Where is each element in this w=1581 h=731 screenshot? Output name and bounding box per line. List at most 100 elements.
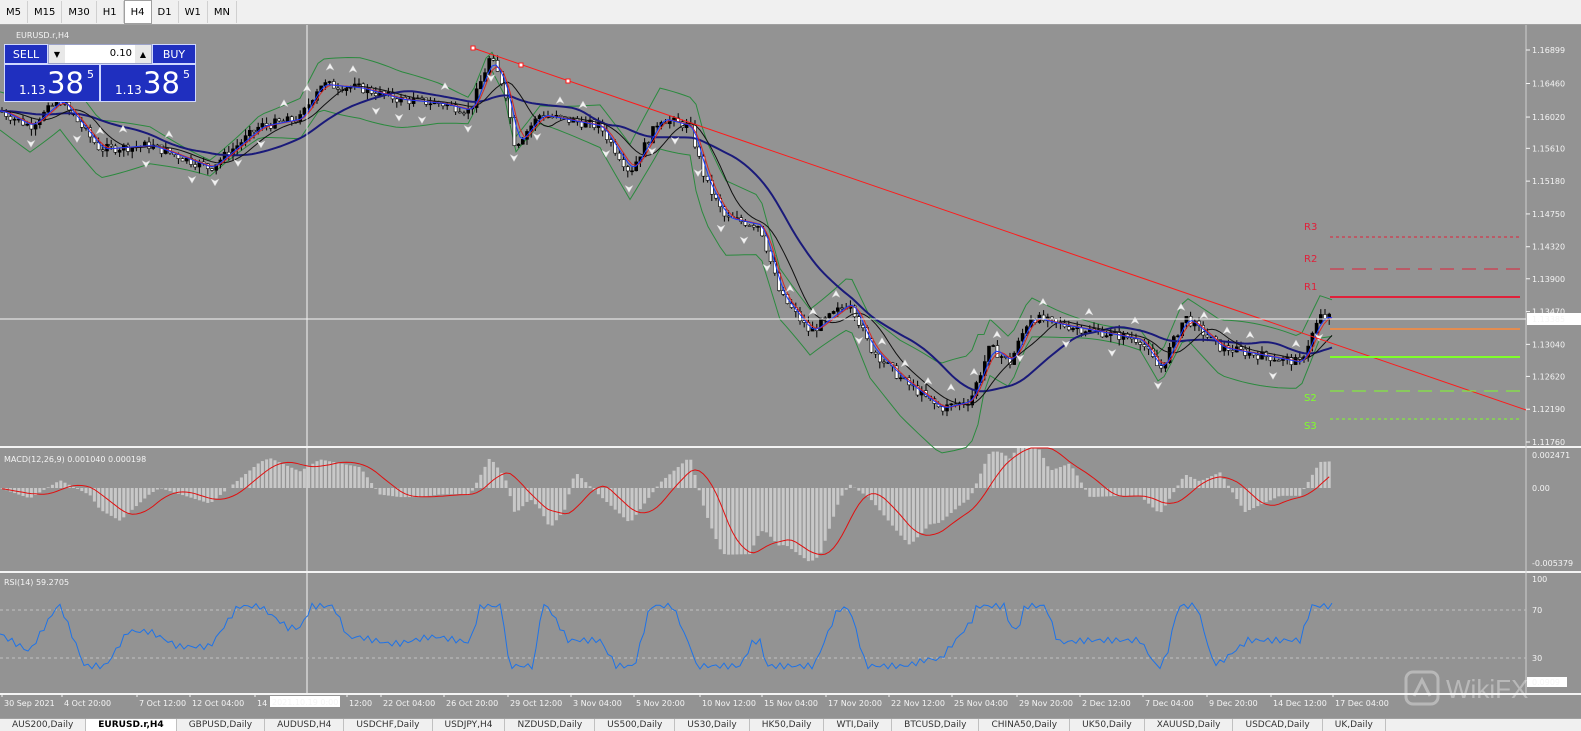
chart-tab[interactable]: US30,Daily — [675, 719, 749, 731]
macd-bar — [1307, 482, 1310, 488]
macd-bar — [1030, 448, 1033, 488]
macd-bar — [1051, 470, 1054, 488]
buy-price-button[interactable]: 1.13 38 5 — [100, 64, 196, 102]
macd-bar — [723, 488, 726, 554]
fractal-down-icon — [1108, 349, 1116, 356]
macd-bar — [1046, 466, 1049, 488]
chart-tab[interactable]: USDCHF,Daily — [344, 719, 432, 731]
chart-tab[interactable]: AUDUSD,H4 — [265, 719, 344, 731]
macd-bar — [975, 483, 978, 488]
macd-bar — [1315, 468, 1318, 488]
candle-body — [992, 346, 995, 347]
macd-bar — [169, 488, 172, 491]
fractal-up-icon — [1246, 331, 1254, 338]
timeframe-mn[interactable]: MN — [208, 1, 237, 23]
time-tick-label: 3 Nov 04:00 — [573, 699, 622, 708]
macd-bar — [1235, 488, 1238, 499]
timeframe-h1[interactable]: H1 — [97, 1, 124, 23]
timeframe-w1[interactable]: W1 — [179, 1, 208, 23]
macd-bar — [836, 488, 839, 505]
fractal-down-icon — [418, 117, 426, 124]
lot-size-stepper[interactable]: ▼ 0.10 ▲ — [48, 44, 152, 64]
chart-tab[interactable]: UK50,Daily — [1070, 719, 1145, 731]
macd-bar — [1273, 488, 1276, 498]
buy-button[interactable]: BUY — [152, 44, 196, 64]
time-tick-label: 14 Dec 12:00 — [1273, 699, 1327, 708]
timeframe-h4[interactable]: H4 — [124, 0, 152, 24]
chart-tab[interactable]: GBPUSD,Daily — [177, 719, 265, 731]
candle-body — [820, 319, 823, 330]
buy-price-prefix: 1.13 — [115, 83, 142, 97]
macd-bar — [1189, 477, 1192, 488]
macd-bar — [962, 488, 965, 503]
timeframe-d1[interactable]: D1 — [152, 1, 179, 23]
macd-bar — [547, 488, 550, 524]
macd-bar — [1206, 478, 1209, 488]
macd-bar — [1256, 488, 1259, 506]
macd-bar — [681, 463, 684, 488]
macd-bar — [353, 466, 356, 488]
candle-body — [757, 226, 760, 227]
macd-bar — [1277, 488, 1280, 496]
macd-bar — [206, 488, 209, 503]
candle-body — [1244, 349, 1247, 355]
candle-body — [51, 106, 54, 107]
sell-button[interactable]: SELL — [4, 44, 48, 64]
chart-tab[interactable]: US500,Daily — [595, 719, 675, 731]
timeframe-m5[interactable]: M5 — [0, 1, 28, 23]
sell-price-button[interactable]: 1.13 38 5 — [4, 64, 100, 102]
trendline-handle — [519, 63, 523, 67]
chart-tab[interactable]: USDCAD,Daily — [1233, 719, 1322, 731]
candle-body — [1286, 357, 1289, 358]
macd-bar — [454, 488, 457, 494]
macd-bar — [278, 462, 281, 488]
candle-body — [744, 222, 747, 226]
candle-body — [832, 311, 835, 313]
chart-tab[interactable]: HK50,Daily — [750, 719, 825, 731]
candle-body — [521, 139, 524, 144]
lot-decrease-icon[interactable]: ▼ — [49, 45, 65, 63]
fractal-up-icon — [1085, 308, 1093, 315]
macd-bar — [442, 488, 445, 494]
chart-tab[interactable]: XAUUSD,Daily — [1145, 719, 1234, 731]
chart-canvas[interactable]: 1.168991.164601.160201.156101.151801.147… — [0, 25, 1581, 718]
chart-tab[interactable]: BTCUSD,Daily — [892, 719, 979, 731]
macd-bar — [244, 474, 247, 488]
lot-size-input[interactable]: 0.10 — [65, 45, 135, 63]
macd-bar — [458, 488, 461, 494]
wikifx-watermark: WikiFX — [1402, 668, 1542, 708]
time-tick-label: 2 Dec 12:00 — [1082, 699, 1131, 708]
macd-bar — [332, 462, 335, 488]
macd-bar — [152, 488, 155, 492]
macd-bar — [786, 488, 789, 546]
price-tick-label: 1.15180 — [1532, 177, 1565, 186]
macd-bar — [908, 488, 911, 544]
chart-tab[interactable]: UK,Daily — [1323, 719, 1386, 731]
macd-bar — [215, 488, 218, 498]
chart-tab[interactable]: EURUSD.r,H4 — [86, 719, 176, 731]
macd-bar — [1240, 488, 1243, 506]
chart-tab[interactable]: WTI,Daily — [824, 719, 892, 731]
chart-tab[interactable]: CHINA50,Daily — [979, 719, 1070, 731]
timeframe-m15[interactable]: M15 — [28, 1, 62, 23]
candle-body — [479, 81, 482, 88]
macd-bar — [320, 460, 323, 488]
trendline — [473, 48, 1526, 410]
timeframe-m30[interactable]: M30 — [62, 1, 96, 23]
macd-bar — [979, 474, 982, 488]
macd-bar — [572, 479, 575, 488]
macd-bar — [1143, 488, 1146, 500]
macd-bar — [580, 478, 583, 488]
chart-tab[interactable]: USDJPY,H4 — [433, 719, 506, 731]
macd-bar — [127, 488, 130, 514]
candle-body — [950, 404, 953, 405]
macd-bar — [736, 488, 739, 554]
lot-increase-icon[interactable]: ▲ — [135, 45, 151, 63]
chart-tab[interactable]: AUS200,Daily — [0, 719, 86, 731]
fractal-up-icon — [1131, 317, 1139, 324]
macd-bar — [664, 478, 667, 488]
macd-bar — [668, 474, 671, 488]
fractal-down-icon — [694, 170, 702, 177]
chart-tab[interactable]: NZDUSD,Daily — [505, 719, 595, 731]
macd-bar — [219, 488, 222, 495]
